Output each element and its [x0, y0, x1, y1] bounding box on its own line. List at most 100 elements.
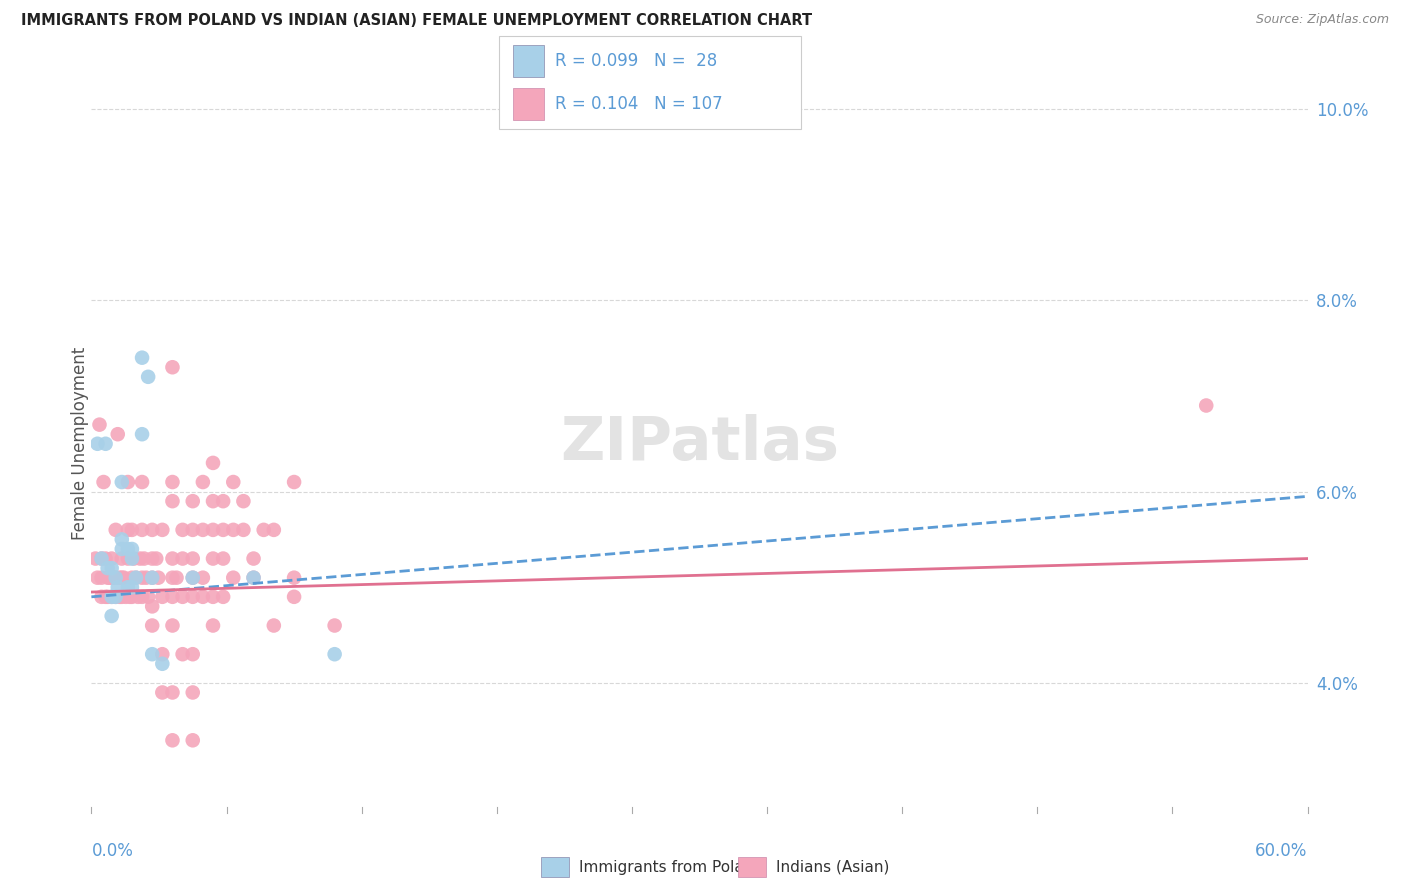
Point — [94, 437, 117, 451]
Point — [150, 523, 173, 537]
Point — [108, 590, 131, 604]
Text: IMMIGRANTS FROM POLAND VS INDIAN (ASIAN) FEMALE UNEMPLOYMENT CORRELATION CHART: IMMIGRANTS FROM POLAND VS INDIAN (ASIAN)… — [21, 13, 813, 29]
Point — [100, 590, 122, 604]
Y-axis label: Female Unemployment: Female Unemployment — [72, 347, 89, 541]
Point — [202, 523, 225, 537]
Point — [117, 551, 139, 566]
Point — [181, 571, 204, 585]
Point — [97, 590, 120, 604]
Point — [131, 427, 153, 442]
Point — [136, 369, 159, 384]
Point — [100, 551, 122, 566]
Point — [166, 571, 188, 585]
Point — [181, 647, 204, 661]
Point — [132, 551, 155, 566]
Point — [97, 561, 120, 575]
Point — [242, 571, 264, 585]
Point — [191, 571, 214, 585]
Text: Indians (Asian): Indians (Asian) — [776, 860, 890, 874]
Point — [129, 551, 152, 566]
Point — [202, 618, 225, 632]
Point — [141, 551, 163, 566]
Point — [127, 590, 149, 604]
Point — [162, 571, 184, 585]
Point — [117, 580, 139, 594]
Point — [122, 551, 145, 566]
Point — [107, 580, 129, 594]
Point — [86, 571, 108, 585]
Point — [90, 551, 112, 566]
Point — [98, 571, 121, 585]
Point — [172, 523, 194, 537]
Point — [118, 590, 141, 604]
Point — [181, 685, 204, 699]
Point — [172, 647, 194, 661]
Point — [90, 590, 112, 604]
Point — [141, 571, 163, 585]
Point — [150, 590, 173, 604]
Point — [104, 571, 127, 585]
Point — [162, 685, 184, 699]
Point — [162, 551, 184, 566]
Point — [111, 533, 134, 547]
Point — [131, 571, 153, 585]
Point — [121, 590, 143, 604]
Point — [162, 618, 184, 632]
Point — [90, 571, 112, 585]
Point — [115, 590, 138, 604]
Point — [202, 456, 225, 470]
Point — [232, 494, 254, 508]
Point — [93, 475, 115, 489]
Point — [104, 590, 127, 604]
Point — [84, 551, 107, 566]
Point — [181, 590, 204, 604]
Point — [212, 494, 235, 508]
Point — [108, 571, 131, 585]
Point — [121, 580, 143, 594]
Point — [131, 351, 153, 365]
Point — [202, 551, 225, 566]
Point — [162, 590, 184, 604]
Point — [150, 685, 173, 699]
Point — [121, 551, 143, 566]
Point — [131, 475, 153, 489]
Point — [283, 590, 305, 604]
Point — [117, 475, 139, 489]
Point — [202, 590, 225, 604]
Point — [111, 475, 134, 489]
Point — [162, 360, 184, 375]
Point — [104, 590, 127, 604]
Point — [150, 657, 173, 671]
Point — [202, 494, 225, 508]
Text: Source: ZipAtlas.com: Source: ZipAtlas.com — [1256, 13, 1389, 27]
Point — [141, 571, 163, 585]
Point — [86, 437, 108, 451]
Point — [121, 571, 143, 585]
Point — [323, 647, 346, 661]
Point — [172, 590, 194, 604]
Point — [263, 618, 285, 632]
Point — [89, 417, 111, 432]
Point — [181, 551, 204, 566]
Point — [181, 494, 204, 508]
Point — [191, 475, 214, 489]
Point — [172, 551, 194, 566]
Point — [94, 590, 117, 604]
Point — [253, 523, 276, 537]
Point — [191, 523, 214, 537]
Point — [283, 571, 305, 585]
Point — [181, 523, 204, 537]
Point — [145, 551, 167, 566]
Text: 60.0%: 60.0% — [1256, 842, 1308, 860]
Text: ZIPatlas: ZIPatlas — [560, 414, 839, 474]
Point — [131, 523, 153, 537]
Point — [323, 618, 346, 632]
Point — [136, 590, 159, 604]
Point — [222, 475, 245, 489]
Point — [1195, 399, 1218, 413]
Text: 0.0%: 0.0% — [91, 842, 134, 860]
Point — [111, 551, 134, 566]
Point — [104, 523, 127, 537]
Point — [90, 551, 112, 566]
Point — [100, 571, 122, 585]
